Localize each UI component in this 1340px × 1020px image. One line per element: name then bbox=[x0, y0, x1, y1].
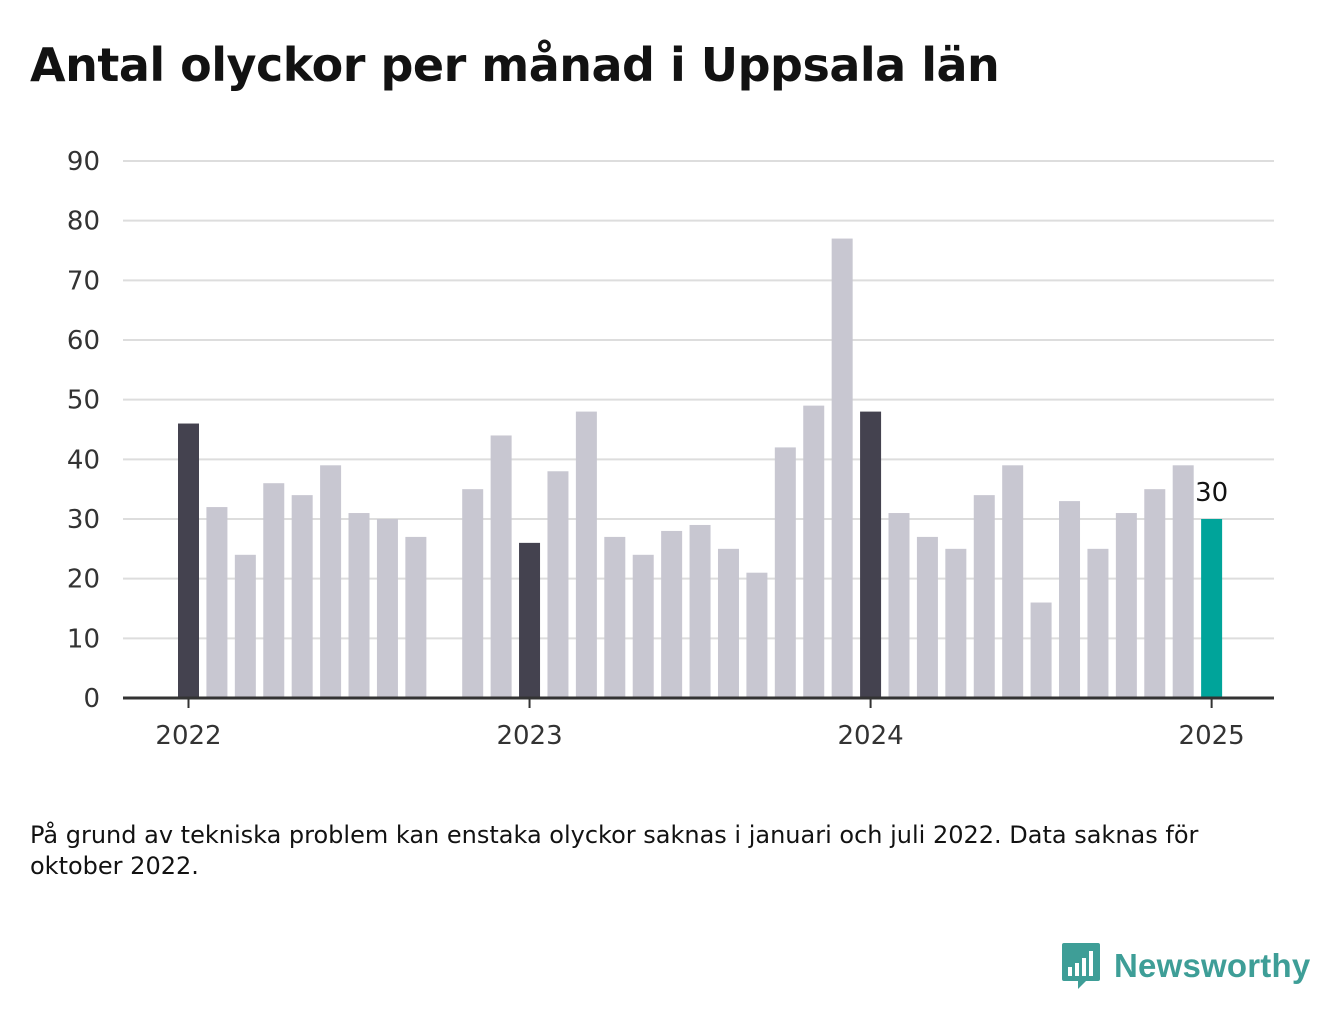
x-tick-label: 2025 bbox=[1179, 721, 1245, 751]
bar-2023-04 bbox=[604, 536, 626, 698]
bar-2022-01 bbox=[178, 423, 199, 698]
y-tick-label: 10 bbox=[67, 624, 100, 654]
y-tick-label: 20 bbox=[67, 565, 100, 595]
bar-2024-02 bbox=[888, 513, 910, 698]
x-tick-label: 2023 bbox=[496, 721, 562, 751]
bar-2022-06 bbox=[320, 465, 342, 698]
y-tick-label: 40 bbox=[67, 445, 100, 475]
bar-2023-02 bbox=[547, 471, 569, 698]
y-tick-label: 90 bbox=[67, 147, 100, 177]
bar-2023-12 bbox=[831, 238, 853, 699]
x-tick-label: 2022 bbox=[155, 721, 221, 751]
bar-2023-09 bbox=[746, 572, 768, 698]
y-tick-label: 60 bbox=[67, 326, 100, 356]
bar-2022-08 bbox=[376, 519, 398, 698]
annotations: 30 bbox=[1192, 475, 1231, 511]
y-tick-label: 80 bbox=[67, 207, 100, 237]
bar-2024-03 bbox=[916, 536, 938, 698]
bar-2024-07 bbox=[1030, 602, 1052, 698]
bar-2022-04 bbox=[263, 483, 285, 698]
footnote: På grund av tekniska problem kan enstaka… bbox=[30, 821, 1199, 880]
y-tick-label: 30 bbox=[67, 505, 100, 535]
bar-2023-06 bbox=[661, 530, 683, 698]
x-tick-label: 2024 bbox=[837, 721, 903, 751]
bar-2022-07 bbox=[348, 513, 370, 698]
newsworthy-logo-icon bbox=[1062, 943, 1100, 989]
brand-name: Newsworthy bbox=[1114, 947, 1311, 984]
chart-title: Antal olyckor per månad i Uppsala län bbox=[30, 38, 1000, 92]
bar-2022-05 bbox=[291, 495, 313, 698]
bar-2024-10 bbox=[1115, 513, 1137, 698]
bar-2023-08 bbox=[717, 548, 739, 698]
bar-2023-07 bbox=[689, 524, 711, 698]
bar-2024-05 bbox=[973, 495, 995, 698]
bar-2024-04 bbox=[945, 548, 967, 698]
bar-2023-03 bbox=[575, 411, 597, 698]
data-label-latest: 30 bbox=[1195, 478, 1228, 508]
x-axis-tick-labels: 2022 2023 2024 2025 bbox=[155, 698, 1245, 751]
y-axis-tick-labels: 0 10 20 30 40 50 60 70 80 90 bbox=[67, 147, 100, 714]
bar-2022-09 bbox=[405, 536, 427, 698]
bar-2023-10 bbox=[774, 447, 796, 698]
bar-2023-05 bbox=[632, 554, 654, 698]
bar-2024-11 bbox=[1144, 489, 1166, 698]
bar-2024-06 bbox=[1002, 465, 1024, 698]
bar-2022-03 bbox=[234, 554, 256, 698]
bar-2024-08 bbox=[1059, 501, 1081, 698]
y-tick-label: 50 bbox=[67, 386, 100, 416]
bar-2025-01 bbox=[1201, 519, 1223, 698]
y-tick-label: 0 bbox=[83, 684, 100, 714]
bar-2024-01 bbox=[860, 411, 882, 698]
bar-2022-12 bbox=[490, 435, 512, 698]
bar-chart: 0 10 20 30 40 50 60 70 80 90 2022 2023 2024 2025 30 bbox=[67, 147, 1274, 751]
bar-2024-09 bbox=[1087, 548, 1109, 698]
bars bbox=[178, 238, 1223, 699]
bar-2023-01 bbox=[519, 542, 541, 698]
bar-2022-02 bbox=[206, 507, 228, 698]
brand-logo[interactable]: Newsworthy bbox=[1060, 940, 1310, 992]
bar-2022-11 bbox=[462, 489, 484, 698]
bar-2023-11 bbox=[803, 405, 825, 698]
bar-2024-12 bbox=[1172, 465, 1194, 698]
y-tick-label: 70 bbox=[67, 266, 100, 296]
